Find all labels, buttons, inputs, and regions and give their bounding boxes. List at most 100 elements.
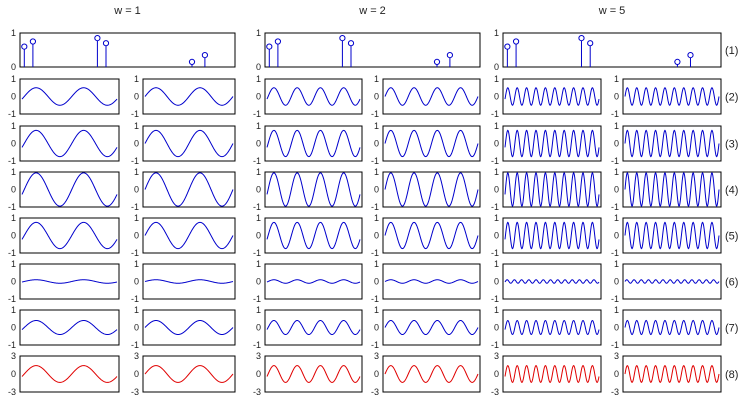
row-label: (4) <box>725 185 738 197</box>
wave-plot-frame <box>19 263 120 300</box>
wave-series-line <box>504 87 600 106</box>
wave-series-line <box>266 129 361 158</box>
wave-series-line <box>384 221 479 250</box>
y-tick-label: 0 <box>256 277 261 287</box>
stem-marker <box>578 35 585 42</box>
y-tick-label: -1 <box>131 109 139 119</box>
y-tick-label: 1 <box>614 74 619 84</box>
wave-series-line <box>624 87 720 106</box>
wave-series-line <box>624 279 720 284</box>
wave-plot-frame <box>264 171 363 208</box>
y-tick-label: 3 <box>11 351 16 361</box>
y-tick-label: 1 <box>134 305 139 315</box>
y-tick-label: 1 <box>11 259 16 269</box>
wave-series-line <box>144 172 234 207</box>
column-title: w = 1 <box>113 5 141 17</box>
y-tick-label: -1 <box>371 340 379 350</box>
y-tick-label: 0 <box>11 231 16 241</box>
y-tick-label: 1 <box>134 213 139 223</box>
y-tick-label: 0 <box>256 231 261 241</box>
wave-series-line <box>504 365 600 383</box>
wave-series-line <box>266 279 361 284</box>
y-tick-label: 0 <box>11 62 16 72</box>
y-tick-label: 0 <box>11 139 16 149</box>
y-tick-label: 3 <box>256 351 261 361</box>
stem-marker <box>274 38 281 45</box>
y-tick-label: 1 <box>11 213 16 223</box>
wave-series-line <box>144 221 234 250</box>
y-tick-label: -1 <box>8 109 16 119</box>
wave-plot-frame <box>19 309 120 346</box>
stem-marker <box>687 52 694 59</box>
y-tick-label: 1 <box>374 74 379 84</box>
y-tick-label: -1 <box>131 156 139 166</box>
y-tick-label: -1 <box>253 294 261 304</box>
wave-series-line <box>384 365 479 383</box>
y-tick-label: 0 <box>134 323 139 333</box>
y-tick-label: 1 <box>374 213 379 223</box>
y-tick-label: 1 <box>494 167 499 177</box>
wave-series-line <box>266 221 361 250</box>
y-tick-label: -1 <box>491 248 499 258</box>
stem-marker <box>188 58 196 66</box>
y-tick-label: 1 <box>374 121 379 131</box>
y-tick-label: 0 <box>614 185 619 195</box>
row-label: (1) <box>725 45 738 57</box>
y-tick-label: 1 <box>494 28 499 38</box>
wave-series-line <box>384 87 479 106</box>
row-label: (5) <box>725 231 738 243</box>
y-tick-label: 1 <box>11 305 16 315</box>
y-tick-label: 1 <box>374 305 379 315</box>
y-tick-label: 0 <box>11 92 16 102</box>
y-tick-label: -3 <box>131 387 139 397</box>
row-label: (7) <box>725 323 738 335</box>
wave-series-line <box>266 365 361 383</box>
y-tick-label: -1 <box>131 202 139 212</box>
y-tick-label: 0 <box>256 92 261 102</box>
wave-plot-frame <box>19 217 120 254</box>
wave-series-line <box>21 87 118 106</box>
y-tick-label: -1 <box>8 340 16 350</box>
wave-plot-frame <box>264 309 363 346</box>
stem-marker <box>201 52 208 59</box>
y-tick-label: 0 <box>256 62 261 72</box>
y-tick-label: 0 <box>134 277 139 287</box>
y-tick-label: 0 <box>494 92 499 102</box>
y-tick-label: 0 <box>494 323 499 333</box>
y-tick-label: 0 <box>494 62 499 72</box>
wave-series-line <box>384 172 479 207</box>
y-tick-label: -1 <box>611 294 619 304</box>
row-label: (8) <box>725 369 738 381</box>
y-tick-label: 3 <box>614 351 619 361</box>
y-tick-label: -3 <box>491 387 499 397</box>
y-tick-label: 0 <box>256 369 261 379</box>
stem-marker <box>347 40 355 47</box>
wave-series-line <box>384 129 479 158</box>
wave-series-line <box>504 279 600 284</box>
y-tick-label: 1 <box>256 121 261 131</box>
stem-marker <box>433 58 441 66</box>
y-tick-label: -3 <box>8 387 16 397</box>
y-tick-label: -1 <box>253 109 261 119</box>
row-label: (2) <box>725 92 738 104</box>
wave-series-line <box>21 129 118 158</box>
stem-marker <box>94 35 101 42</box>
wave-series-line <box>624 129 720 158</box>
y-tick-label: 1 <box>11 121 16 131</box>
wave-plot-frame <box>19 78 120 115</box>
y-tick-label: 0 <box>374 231 379 241</box>
y-tick-label: 1 <box>614 305 619 315</box>
wave-series-line <box>624 364 720 384</box>
y-tick-label: 0 <box>11 369 16 379</box>
y-tick-label: 1 <box>494 213 499 223</box>
y-tick-label: 0 <box>614 231 619 241</box>
y-tick-label: -1 <box>371 156 379 166</box>
y-tick-label: -3 <box>611 387 619 397</box>
y-tick-label: -1 <box>8 248 16 258</box>
y-tick-label: -1 <box>611 109 619 119</box>
stem-plot-frame <box>264 32 481 68</box>
wave-plot-frame <box>19 355 120 393</box>
y-tick-label: 0 <box>256 323 261 333</box>
stem-plot-frame <box>19 32 236 68</box>
